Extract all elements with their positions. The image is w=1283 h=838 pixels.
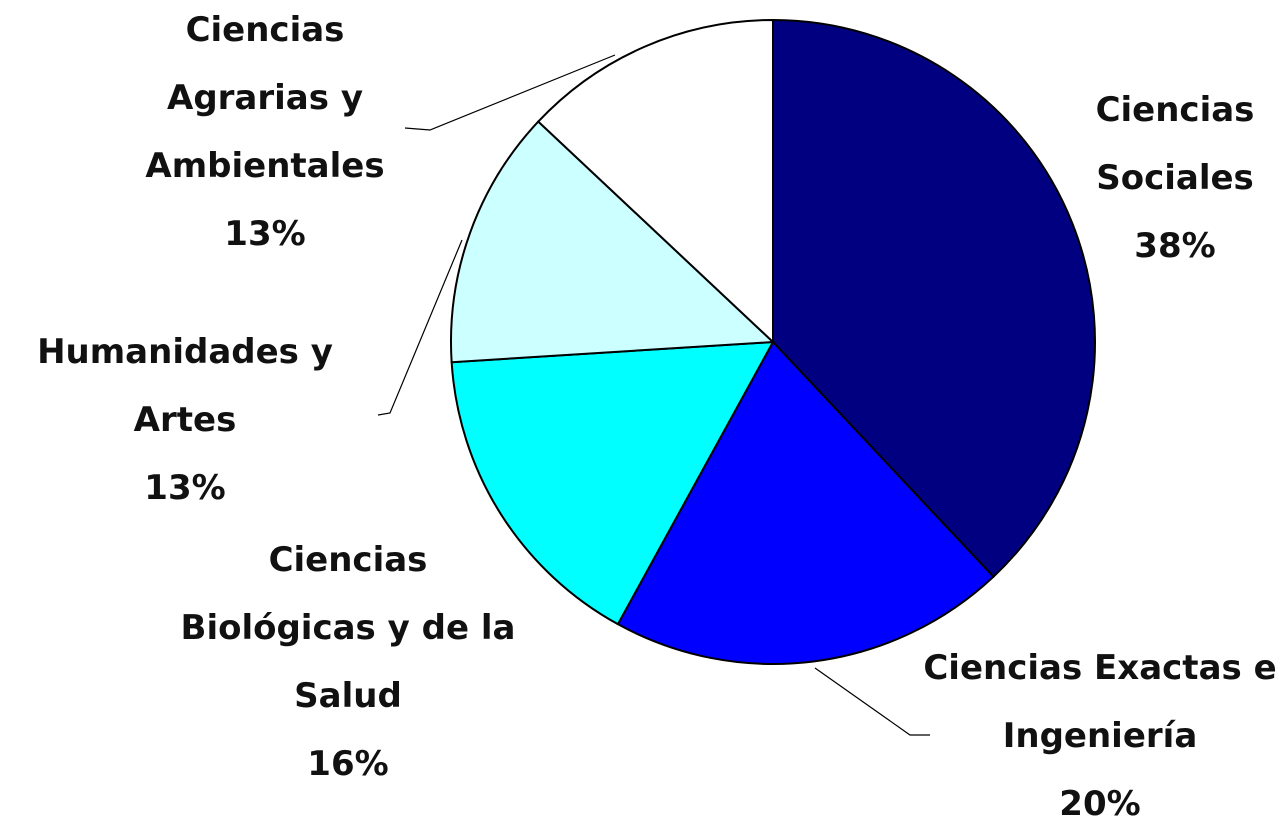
pie-slice [536, 18, 774, 345]
leader-line [377, 239, 463, 416]
category-name: Ciencias Exactas e Ingeniería [923, 648, 1277, 756]
percent-label: 38% [1134, 226, 1216, 266]
pie-slice [772, 18, 1096, 579]
category-name: Ciencias Agrarias y Ambientales [145, 10, 385, 186]
percent-label: 20% [1059, 784, 1141, 824]
leader-line [404, 54, 616, 131]
percent-label: 13% [144, 468, 226, 508]
percent-label: 16% [307, 744, 389, 784]
slice-label: Ciencias Exactas e Ingeniería 20% [910, 634, 1283, 838]
slice-label: Ciencias Agrarias y Ambientales 13% [115, 0, 415, 268]
percent-label: 13% [224, 214, 306, 254]
slice-label: Ciencias Sociales 38% [1070, 76, 1280, 280]
pie-slice [450, 340, 775, 626]
category-name: Ciencias Biológicas y de la Salud [180, 540, 516, 716]
pie-slice [450, 120, 776, 364]
category-name: Humanidades y Artes [37, 332, 333, 440]
leader-line [814, 667, 930, 736]
category-name: Ciencias Sociales [1095, 90, 1255, 198]
slice-label: Ciencias Biológicas y de la Salud 16% [173, 526, 523, 798]
slice-label: Humanidades y Artes 13% [15, 318, 355, 522]
pie-slice [616, 340, 995, 665]
